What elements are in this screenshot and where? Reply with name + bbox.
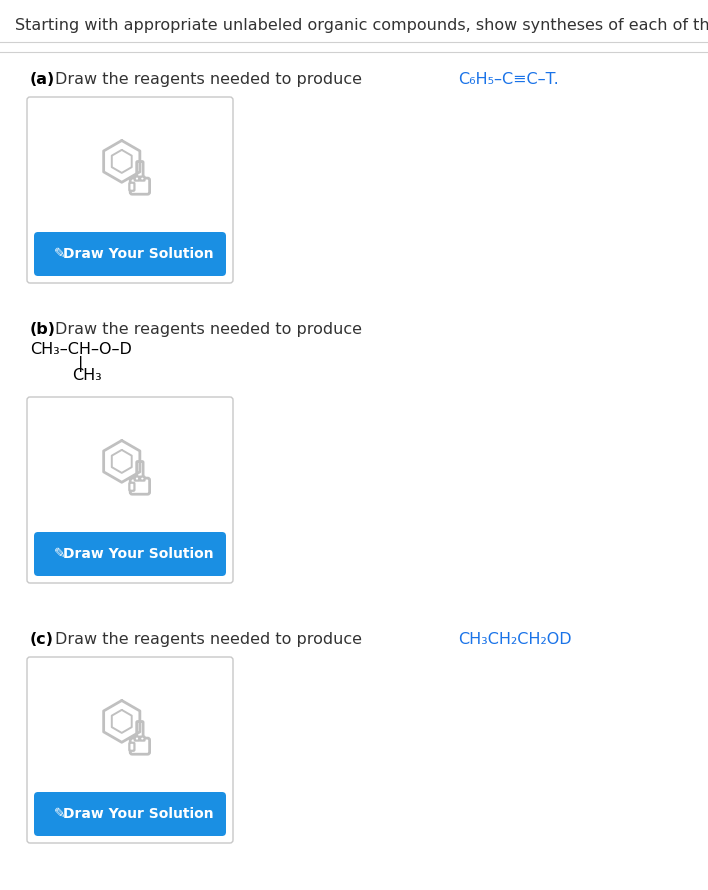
Text: ✎: ✎ [55, 807, 66, 821]
FancyBboxPatch shape [130, 738, 149, 754]
Text: C₆H₅–C≡C–T.: C₆H₅–C≡C–T. [458, 72, 559, 87]
Text: (c): (c) [30, 632, 54, 647]
FancyBboxPatch shape [27, 397, 233, 583]
FancyBboxPatch shape [27, 97, 233, 283]
FancyBboxPatch shape [135, 476, 139, 481]
Text: |: | [79, 356, 84, 372]
FancyBboxPatch shape [130, 182, 135, 190]
Text: ✎: ✎ [55, 547, 66, 561]
Text: Draw Your Solution: Draw Your Solution [63, 247, 213, 261]
Text: CH₃: CH₃ [72, 368, 102, 383]
FancyBboxPatch shape [137, 462, 143, 481]
FancyBboxPatch shape [130, 178, 149, 194]
FancyBboxPatch shape [130, 478, 149, 494]
Text: Starting with appropriate unlabeled organic compounds, show syntheses of each of: Starting with appropriate unlabeled orga… [15, 18, 708, 33]
FancyBboxPatch shape [140, 476, 144, 481]
Text: Draw the reagents needed to produce: Draw the reagents needed to produce [55, 72, 367, 87]
FancyBboxPatch shape [34, 232, 226, 276]
FancyBboxPatch shape [140, 737, 144, 740]
Text: CH₃CH₂CH₂OD: CH₃CH₂CH₂OD [458, 632, 571, 647]
Text: Draw Your Solution: Draw Your Solution [63, 547, 213, 561]
FancyBboxPatch shape [137, 722, 143, 741]
FancyBboxPatch shape [27, 657, 233, 843]
FancyBboxPatch shape [130, 743, 135, 751]
FancyBboxPatch shape [34, 792, 226, 836]
Text: Draw the reagents needed to produce: Draw the reagents needed to produce [55, 632, 367, 647]
Text: Draw the reagents needed to produce: Draw the reagents needed to produce [55, 322, 362, 337]
FancyBboxPatch shape [140, 176, 144, 181]
FancyBboxPatch shape [137, 161, 143, 181]
FancyBboxPatch shape [130, 482, 135, 490]
Text: CH₃–CH–O–D: CH₃–CH–O–D [30, 342, 132, 357]
Text: (b): (b) [30, 322, 56, 337]
Text: ✎: ✎ [55, 247, 66, 261]
FancyBboxPatch shape [135, 737, 139, 740]
Text: (a): (a) [30, 72, 55, 87]
Text: Draw Your Solution: Draw Your Solution [63, 807, 213, 821]
FancyBboxPatch shape [135, 176, 139, 181]
FancyBboxPatch shape [34, 532, 226, 576]
